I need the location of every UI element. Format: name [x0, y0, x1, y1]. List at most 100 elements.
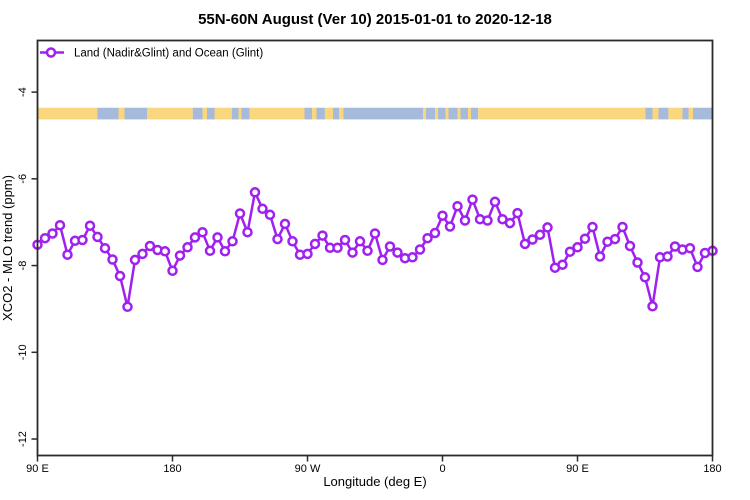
data-point-marker	[542, 222, 553, 233]
x-axis: 90 E 180 90 W 0 90 E 180	[26, 455, 722, 475]
map-band-land-segment	[118, 107, 125, 120]
data-point-marker	[317, 230, 328, 241]
data-point-marker	[114, 270, 126, 282]
map-band-land-segment	[202, 107, 207, 120]
data-point-marker	[84, 220, 96, 231]
map-band-land-segment	[468, 107, 471, 120]
land-ocean-map-band	[37, 107, 713, 120]
data-point-marker	[99, 242, 111, 254]
data-point-marker	[504, 217, 516, 229]
data-point-marker	[534, 229, 546, 241]
map-band-ocean-segment	[426, 107, 435, 120]
data-point-marker	[467, 194, 478, 205]
data-point-marker	[594, 251, 606, 262]
map-band-ocean-segment	[124, 107, 147, 120]
data-point-marker	[309, 238, 321, 250]
y-tick-label: -4	[17, 87, 29, 97]
map-band-ocean-segment	[460, 107, 468, 120]
data-point-marker	[227, 236, 238, 247]
data-point-marker	[639, 272, 651, 283]
data-point-marker	[647, 301, 658, 312]
map-band-land-segment	[423, 107, 426, 120]
map-band-ocean-segment	[658, 107, 669, 120]
data-point-marker	[624, 240, 636, 252]
data-point-marker	[257, 203, 268, 215]
x-tick-label: 180	[163, 463, 181, 475]
data-point-marker	[459, 215, 471, 226]
map-band-land-segment	[445, 107, 449, 120]
legend-marker-icon	[45, 47, 57, 58]
y-tick-label: -6	[17, 174, 29, 184]
map-band-land-segment	[238, 107, 242, 120]
data-point-marker	[62, 249, 73, 260]
data-point-marker	[564, 246, 576, 257]
map-band-land-segment	[249, 107, 305, 120]
data-point-marker	[444, 221, 456, 232]
data-point-marker	[512, 207, 523, 219]
y-tick-label: -12	[17, 431, 29, 447]
legend: Land (Nadir&Glint) and Ocean (Glint)	[40, 47, 263, 60]
map-band-ocean-segment	[471, 107, 479, 120]
data-point-marker	[489, 196, 501, 208]
data-point-marker	[92, 231, 103, 243]
data-point-marker	[609, 233, 621, 245]
data-point-marker	[369, 228, 381, 239]
data-point-marker	[429, 227, 441, 239]
data-point-marker	[632, 257, 643, 268]
map-band-ocean-segment	[438, 107, 446, 120]
data-point-marker	[572, 242, 583, 253]
data-point-marker	[527, 234, 538, 245]
map-band-ocean-segment	[343, 107, 423, 120]
map-band-ocean-segment	[304, 107, 312, 120]
map-band-ocean-segment	[207, 107, 215, 120]
data-point-marker	[587, 221, 598, 233]
data-point-marker	[407, 252, 418, 263]
data-point-marker	[197, 226, 208, 238]
map-band-ocean-segment	[192, 107, 203, 120]
data-point-marker	[422, 232, 433, 244]
data-point-marker	[234, 208, 246, 219]
chart-title: 55N-60N August (Ver 10) 2015-01-01 to 20…	[198, 11, 552, 28]
map-band-ocean-segment	[333, 107, 339, 120]
x-tick-label: 0	[439, 463, 445, 475]
data-point-marker	[174, 250, 186, 261]
data-point-marker	[122, 301, 133, 313]
data-point-marker	[212, 232, 223, 243]
data-point-marker	[452, 200, 463, 212]
data-point-marker	[39, 232, 51, 244]
data-point-marker	[617, 221, 628, 233]
data-point-marker	[332, 242, 343, 254]
data-point-marker	[377, 254, 388, 266]
data-point-marker	[519, 238, 531, 250]
y-axis: -4 -6 -8 -10 -12	[17, 87, 38, 447]
data-point-marker	[264, 209, 276, 221]
data-point-marker	[354, 236, 366, 247]
data-point-marker	[279, 218, 291, 230]
data-point-marker	[47, 228, 58, 239]
map-band-land-segment	[435, 107, 438, 120]
data-point-marker	[437, 210, 448, 221]
data-point-marker	[557, 259, 568, 270]
data-point-marker	[384, 241, 396, 252]
data-point-marker	[302, 248, 313, 260]
x-tick-label: 90 E	[26, 463, 49, 475]
map-band-land-segment	[147, 107, 193, 120]
map-band-ocean-segment	[448, 107, 458, 120]
x-tick-label: 90 E	[566, 463, 589, 475]
map-band-land-segment	[457, 107, 461, 120]
data-point-marker	[159, 246, 171, 257]
map-band-land-segment	[214, 107, 232, 120]
map-band-land-segment	[37, 107, 98, 120]
data-point-marker	[144, 240, 156, 252]
data-point-marker	[287, 236, 298, 247]
data-point-marker	[242, 226, 253, 238]
data-point-marker	[272, 233, 283, 245]
map-band-land-segment	[478, 107, 646, 120]
data-point-marker	[347, 247, 358, 258]
data-point-marker	[662, 251, 673, 262]
data-point-marker	[129, 254, 141, 266]
y-tick-label: -10	[17, 344, 29, 360]
data-point-marker	[182, 242, 193, 253]
